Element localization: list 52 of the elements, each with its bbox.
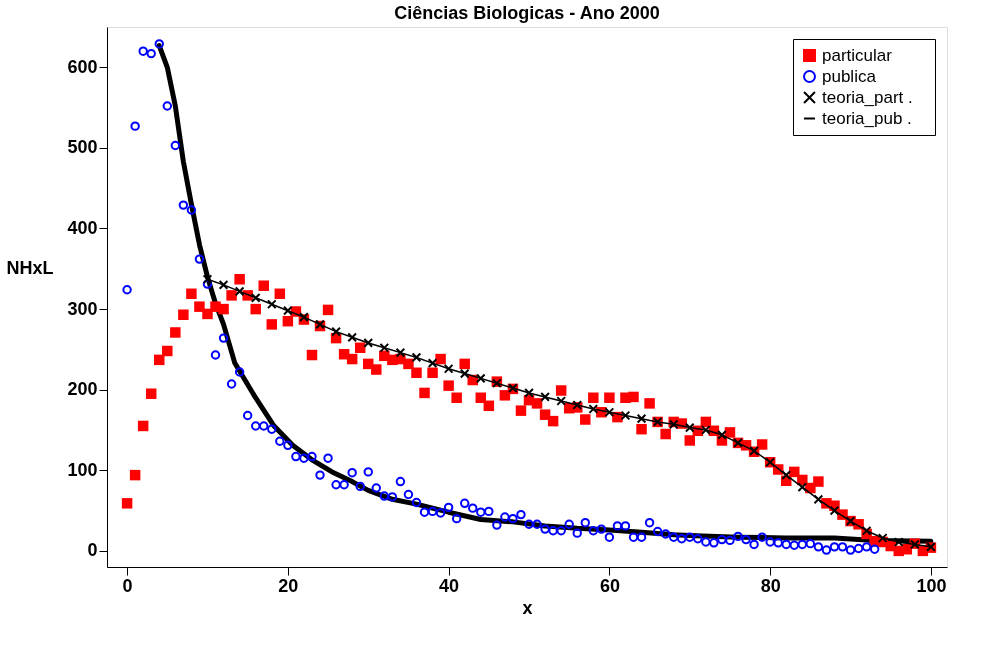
point	[234, 286, 245, 297]
point	[250, 292, 261, 303]
point	[829, 505, 840, 516]
point	[540, 392, 550, 402]
point	[524, 388, 534, 398]
y-tick-label: 300	[67, 298, 98, 319]
point	[797, 482, 808, 493]
point	[717, 429, 727, 440]
x-tick-label: 80	[760, 575, 781, 596]
point	[588, 404, 599, 414]
x-tick-label: 40	[439, 575, 460, 596]
point	[347, 332, 358, 343]
y-tick-label: 500	[67, 137, 98, 158]
point	[700, 425, 711, 435]
point	[813, 494, 824, 505]
x-tick-label: 100	[916, 575, 947, 596]
y-tick-label: 400	[67, 217, 98, 238]
point	[443, 363, 454, 374]
legend-label: publica	[822, 66, 877, 86]
point	[427, 358, 438, 368]
point	[266, 299, 277, 310]
point	[877, 533, 888, 543]
point	[218, 280, 229, 290]
point	[202, 274, 213, 285]
y-axis-title: NHxL	[6, 257, 54, 278]
point	[331, 326, 341, 337]
point	[395, 347, 406, 358]
point	[411, 352, 422, 363]
y-tick-label: 200	[67, 379, 98, 400]
point	[620, 410, 631, 421]
point	[636, 413, 647, 424]
point	[363, 338, 374, 348]
y-tick-label: 100	[67, 459, 98, 480]
x-tick-label: 0	[122, 575, 133, 596]
point	[475, 373, 486, 384]
point	[379, 342, 390, 353]
point	[861, 525, 872, 536]
point	[556, 396, 567, 406]
chart-title: Ciências Biologicas - Ano 2000	[394, 3, 660, 23]
point	[282, 305, 293, 316]
point	[684, 422, 695, 433]
point	[459, 368, 470, 379]
point	[781, 470, 792, 480]
x-tick-label: 20	[278, 575, 299, 596]
legend-label: particular	[822, 45, 893, 65]
legend-label: teoria_pub .	[822, 108, 912, 128]
x-tick-label: 60	[599, 575, 620, 596]
y-tick-label: 600	[67, 56, 98, 77]
x-axis-title: x	[522, 597, 533, 618]
y-tick-label: 0	[87, 540, 98, 561]
legend-label: teoria_part .	[822, 87, 913, 107]
point	[604, 407, 615, 418]
